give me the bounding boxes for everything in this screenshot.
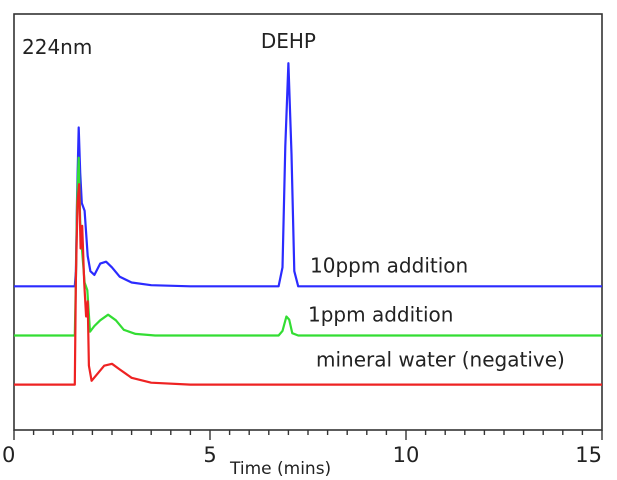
series-labels: 10ppm addition 1ppm addition mineral water… <box>308 253 565 371</box>
series-lines <box>14 62 602 386</box>
x-tick-label: 10 <box>393 443 420 467</box>
series-line-1 <box>14 62 602 288</box>
wavelength-label: 224nm <box>22 35 92 59</box>
x-tick-label: 5 <box>203 443 216 467</box>
x-tick-label: 15 <box>575 443 602 467</box>
x-axis-ticks: 0 5 10 15 <box>2 430 603 467</box>
series-label-3: mineral water (negative) <box>316 348 565 372</box>
series-line-2 <box>14 156 602 337</box>
series-label-2: 1ppm addition <box>308 302 453 326</box>
dehp-peak-label: DEHP <box>261 29 316 53</box>
series-line-3 <box>14 183 602 386</box>
series-label-1: 10ppm addition <box>310 253 468 277</box>
x-tick-label: 0 <box>2 443 15 467</box>
x-axis-title: Time (mins) <box>229 459 331 479</box>
